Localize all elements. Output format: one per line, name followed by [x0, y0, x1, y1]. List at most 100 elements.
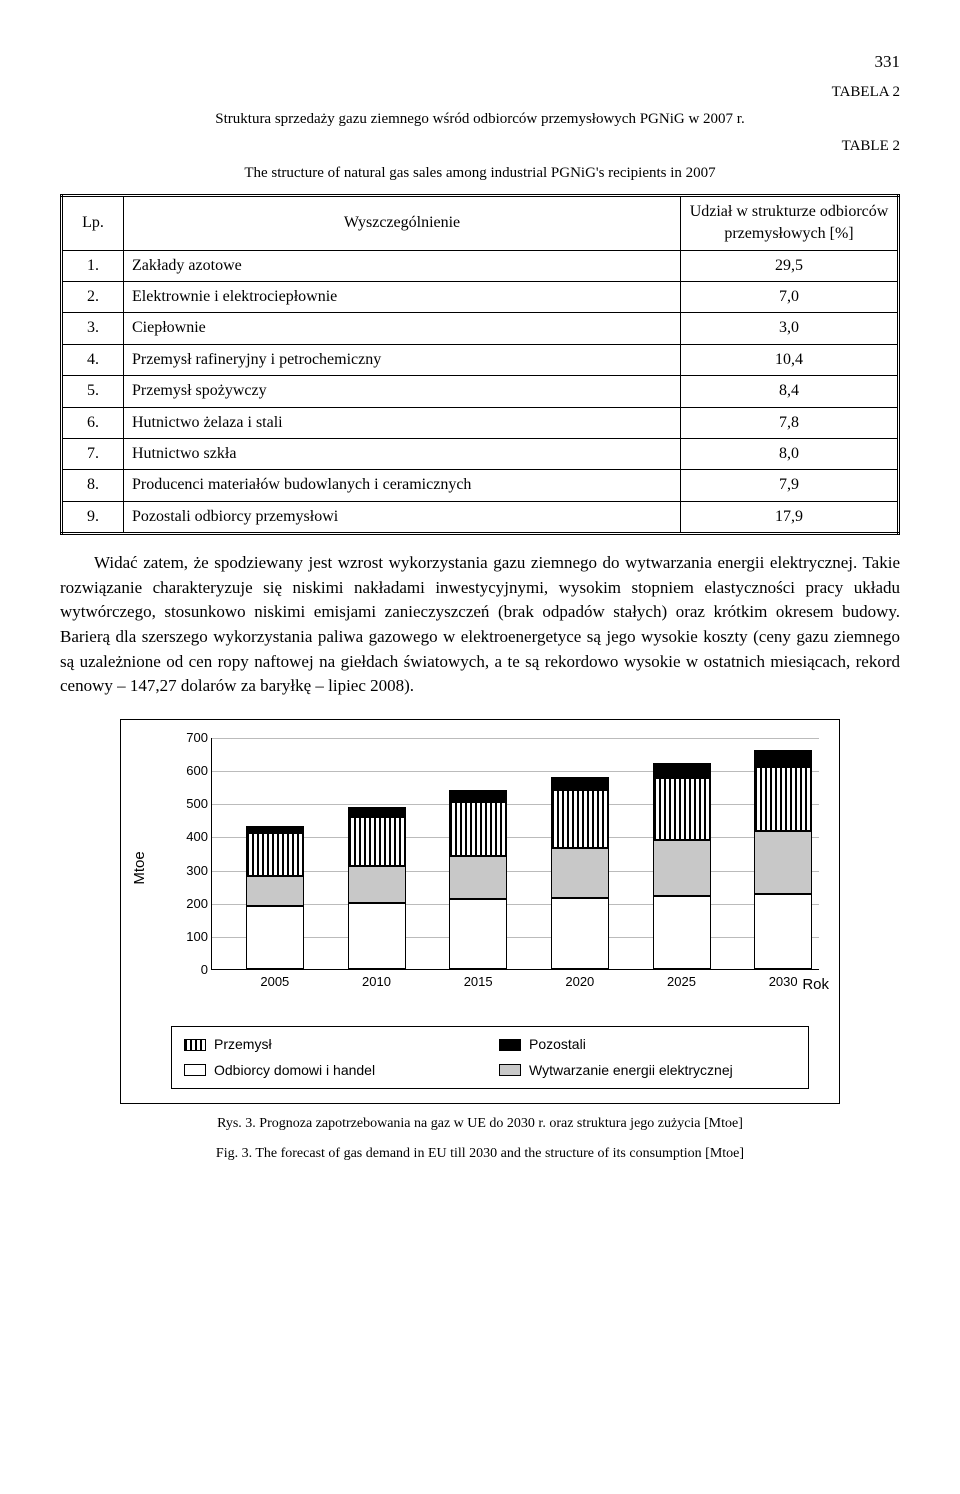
table-caption-en: The structure of natural gas sales among…: [60, 163, 900, 184]
cell-name: Ciepłownie: [124, 313, 681, 344]
cell-val: 7,0: [681, 281, 899, 312]
cell-val: 29,5: [681, 250, 899, 281]
y-tick-label: 0: [180, 961, 208, 979]
bar-segment-pozostali: [551, 777, 609, 790]
chart-container: Mtoe Rok 0100200300400500600700200520102…: [120, 719, 840, 1104]
bar-segment-przemysl: [551, 790, 609, 848]
fig-caption-en: Fig. 3. The forecast of gas demand in EU…: [60, 1144, 900, 1164]
bar-segment-przemysl: [449, 802, 507, 857]
bar-segment-przemysl: [653, 778, 711, 839]
y-tick-label: 600: [180, 762, 208, 780]
cell-lp: 4.: [62, 344, 124, 375]
bar-segment-odbiorcy: [246, 906, 304, 969]
bar-group: 2005: [246, 826, 304, 969]
cell-name: Zakłady azotowe: [124, 250, 681, 281]
bar-segment-wytwarzanie: [449, 856, 507, 899]
bar-segment-przemysl: [348, 817, 406, 867]
table-row: 1.Zakłady azotowe29,5: [62, 250, 899, 281]
cell-lp: 2.: [62, 281, 124, 312]
table-caption-pl: Struktura sprzedaży gazu ziemnego wśród …: [60, 109, 900, 130]
cell-name: Przemysł rafineryjny i petrochemiczny: [124, 344, 681, 375]
cell-val: 7,9: [681, 470, 899, 501]
table-row: 6.Hutnictwo żelaza i stali7,8: [62, 407, 899, 438]
y-tick-label: 200: [180, 895, 208, 913]
chart-area: Mtoe Rok 0100200300400500600700200520102…: [183, 738, 819, 998]
bar-segment-wytwarzanie: [754, 831, 812, 894]
bar-group: 2010: [348, 807, 406, 969]
th-name: Wyszczególnienie: [124, 195, 681, 250]
legend-item-odbiorcy: Odbiorcy domowi i handel: [184, 1061, 481, 1081]
legend-item-pozostali: Pozostali: [499, 1035, 796, 1055]
bar-segment-pozostali: [449, 790, 507, 802]
bar-segment-wytwarzanie: [246, 876, 304, 906]
bar-group: 2025: [653, 763, 711, 968]
cell-lp: 6.: [62, 407, 124, 438]
table-row: 9.Pozostali odbiorcy przemysłowi17,9: [62, 501, 899, 533]
grid-line: [212, 738, 819, 739]
y-axis-label: Mtoe: [129, 851, 150, 884]
bar-group: 2015: [449, 790, 507, 969]
bar-group: 2030: [754, 750, 812, 969]
bar-segment-pozostali: [246, 826, 304, 833]
bar-segment-pozostali: [653, 763, 711, 778]
table-row: 7.Hutnictwo szkła8,0: [62, 438, 899, 469]
cell-name: Hutnictwo szkła: [124, 438, 681, 469]
bar-segment-przemysl: [246, 833, 304, 876]
bar-segment-przemysl: [754, 767, 812, 832]
x-tick-label: 2010: [348, 973, 406, 991]
grid-line: [212, 804, 819, 805]
legend-label: Wytwarzanie energii elektrycznej: [529, 1061, 733, 1081]
bar-segment-wytwarzanie: [551, 848, 609, 898]
cell-val: 8,0: [681, 438, 899, 469]
th-lp: Lp.: [62, 195, 124, 250]
cell-val: 7,8: [681, 407, 899, 438]
cell-lp: 8.: [62, 470, 124, 501]
body-paragraph: Widać zatem, że spodziewany jest wzrost …: [60, 551, 900, 699]
bar-segment-pozostali: [348, 807, 406, 817]
legend-swatch: [499, 1064, 521, 1076]
fig-caption-pl: Rys. 3. Prognoza zapotrzebowania na gaz …: [60, 1114, 900, 1134]
bar-segment-wytwarzanie: [348, 866, 406, 902]
table-row: 4.Przemysł rafineryjny i petrochemiczny1…: [62, 344, 899, 375]
bar-segment-pozostali: [754, 750, 812, 767]
legend-swatch: [499, 1039, 521, 1051]
legend-swatch: [184, 1064, 206, 1076]
legend-swatch: [184, 1039, 206, 1051]
page-number: 331: [60, 50, 900, 74]
table-row: 2.Elektrownie i elektrociepłownie7,0: [62, 281, 899, 312]
legend-item-przemysl: Przemysł: [184, 1035, 481, 1055]
cell-lp: 9.: [62, 501, 124, 533]
chart-plot: Rok 010020030040050060070020052010201520…: [211, 738, 819, 970]
table-row: 8.Producenci materiałów budowlanych i ce…: [62, 470, 899, 501]
tabela-label: TABELA 2: [60, 82, 900, 103]
cell-lp: 5.: [62, 376, 124, 407]
legend-label: Pozostali: [529, 1035, 586, 1055]
table-row: 5.Przemysł spożywczy8,4: [62, 376, 899, 407]
legend-label: Odbiorcy domowi i handel: [214, 1061, 375, 1081]
bar-segment-odbiorcy: [754, 894, 812, 969]
data-table: Lp. Wyszczególnienie Udział w strukturze…: [60, 194, 900, 535]
cell-val: 17,9: [681, 501, 899, 533]
legend-item-wytwarzanie: Wytwarzanie energii elektrycznej: [499, 1061, 796, 1081]
chart-legend: Przemysł Pozostali Odbiorcy domowi i hande…: [171, 1026, 809, 1089]
bar-group: 2020: [551, 777, 609, 969]
table-row: 3.Ciepłownie3,0: [62, 313, 899, 344]
x-tick-label: 2020: [551, 973, 609, 991]
th-val: Udział w strukturze odbiorców przemysłow…: [681, 195, 899, 250]
cell-lp: 3.: [62, 313, 124, 344]
y-tick-label: 400: [180, 828, 208, 846]
cell-name: Hutnictwo żelaza i stali: [124, 407, 681, 438]
legend-label: Przemysł: [214, 1035, 272, 1055]
bar-segment-odbiorcy: [348, 903, 406, 969]
y-tick-label: 100: [180, 928, 208, 946]
cell-lp: 1.: [62, 250, 124, 281]
bar-segment-odbiorcy: [653, 896, 711, 969]
y-tick-label: 700: [180, 729, 208, 747]
x-tick-label: 2025: [653, 973, 711, 991]
x-tick-label: 2005: [246, 973, 304, 991]
cell-lp: 7.: [62, 438, 124, 469]
y-tick-label: 300: [180, 861, 208, 879]
cell-val: 3,0: [681, 313, 899, 344]
x-tick-label: 2030: [754, 973, 812, 991]
grid-line: [212, 771, 819, 772]
